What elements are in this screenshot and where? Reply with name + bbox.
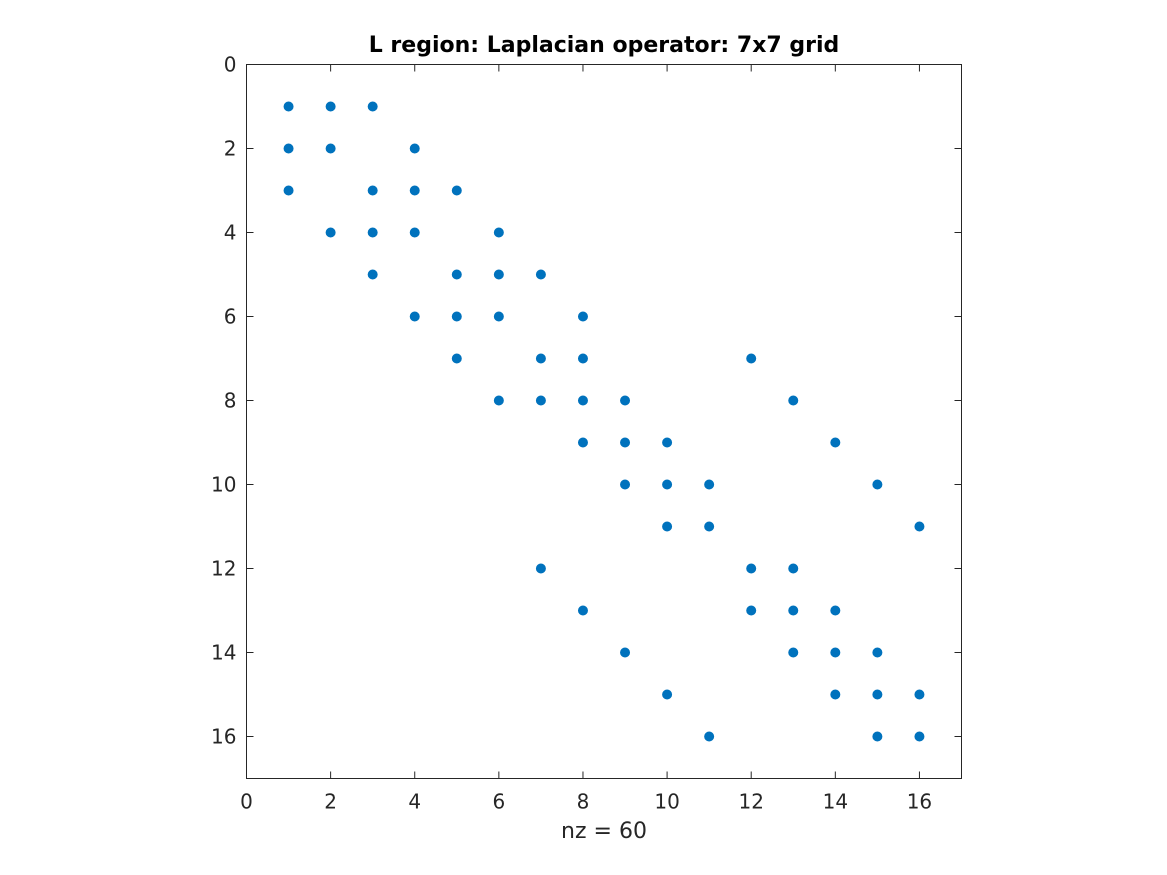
axis-ticks (246, 64, 962, 779)
x-tick-label: 6 (492, 790, 505, 814)
nonzero-marker (535, 353, 546, 364)
nonzero-marker (788, 563, 799, 574)
nonzero-marker (746, 353, 757, 364)
nonzero-marker (367, 269, 378, 280)
x-tick-label: 16 (907, 790, 932, 814)
nonzero-marker (620, 479, 631, 490)
nonzero-marker (914, 521, 925, 532)
nonzero-marker (704, 731, 715, 742)
nonzero-marker (451, 185, 462, 196)
nonzero-marker (493, 395, 504, 406)
x-tick-label: 10 (654, 790, 679, 814)
x-axis-label: nz = 60 (561, 819, 647, 844)
nonzero-marker (914, 689, 925, 700)
y-tick-label: 16 (211, 725, 236, 749)
nonzero-marker (872, 479, 883, 490)
y-tick-label: 10 (211, 473, 236, 497)
x-tick-label: 0 (240, 790, 253, 814)
x-tick-label: 12 (738, 790, 763, 814)
nonzero-marker (830, 605, 841, 616)
nonzero-marker (577, 437, 588, 448)
y-tick-label: 4 (224, 221, 237, 245)
nonzero-marker (283, 101, 294, 112)
axis-tick-labels: 0 2 4 6 8 10 12 14 16 0 2 4 6 8 10 12 14 16 (211, 53, 932, 814)
nonzero-marker (788, 605, 799, 616)
nonzero-marker (830, 437, 841, 448)
nonzero-marker (451, 353, 462, 364)
y-tick-label: 2 (224, 137, 237, 161)
nonzero-marker (493, 311, 504, 322)
nonzero-marker (872, 689, 883, 700)
nonzero-marker (704, 521, 715, 532)
nonzero-marker (409, 311, 420, 322)
nonzero-marker (535, 395, 546, 406)
nonzero-marker (620, 395, 631, 406)
x-tick-label: 8 (577, 790, 590, 814)
nonzero-marker (914, 731, 925, 742)
nonzero-marker (620, 647, 631, 658)
nonzero-marker (409, 227, 420, 238)
y-tick-label: 14 (211, 641, 236, 665)
nonzero-marker (662, 689, 673, 700)
nonzero-marker (577, 353, 588, 364)
nonzero-markers (283, 101, 925, 742)
nonzero-marker (662, 437, 673, 448)
nonzero-marker (535, 563, 546, 574)
nonzero-marker (830, 647, 841, 658)
x-tick-label: 14 (823, 790, 848, 814)
nonzero-marker (451, 269, 462, 280)
nonzero-marker (788, 647, 799, 658)
nonzero-marker (367, 101, 378, 112)
nonzero-marker (409, 143, 420, 154)
nonzero-marker (746, 563, 757, 574)
y-tick-label: 6 (224, 305, 237, 329)
nonzero-marker (577, 395, 588, 406)
nonzero-marker (367, 185, 378, 196)
nonzero-marker (577, 311, 588, 322)
nonzero-marker (451, 311, 462, 322)
nonzero-marker (325, 227, 336, 238)
nonzero-marker (283, 143, 294, 154)
nonzero-marker (662, 521, 673, 532)
nonzero-marker (493, 227, 504, 238)
nonzero-marker (872, 731, 883, 742)
nonzero-marker (535, 269, 546, 280)
y-tick-label: 12 (211, 557, 236, 581)
nonzero-marker (325, 101, 336, 112)
x-tick-label: 2 (324, 790, 337, 814)
nonzero-marker (409, 185, 420, 196)
nonzero-marker (830, 689, 841, 700)
nonzero-marker (367, 227, 378, 238)
nonzero-marker (283, 185, 294, 196)
nonzero-marker (577, 605, 588, 616)
nonzero-marker (746, 605, 757, 616)
y-tick-label: 0 (224, 53, 237, 77)
nonzero-marker (325, 143, 336, 154)
nonzero-marker (704, 479, 715, 490)
nonzero-marker (872, 647, 883, 658)
nonzero-marker (620, 437, 631, 448)
nonzero-marker (788, 395, 799, 406)
x-tick-label: 4 (408, 790, 421, 814)
nonzero-marker (493, 269, 504, 280)
y-tick-label: 8 (224, 389, 237, 413)
axes-box (246, 64, 962, 779)
chart-title: L region: Laplacian operator: 7x7 grid (369, 33, 840, 58)
nonzero-marker (662, 479, 673, 490)
